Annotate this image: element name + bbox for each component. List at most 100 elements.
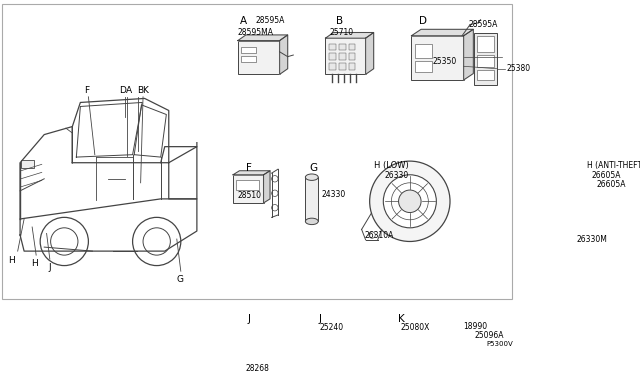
Text: F: F: [84, 86, 90, 95]
FancyBboxPatch shape: [243, 328, 273, 341]
Circle shape: [370, 161, 450, 241]
Text: B: B: [137, 86, 143, 95]
Bar: [330, 54, 336, 60]
Text: J: J: [49, 263, 51, 272]
Polygon shape: [326, 32, 374, 38]
Circle shape: [271, 176, 278, 182]
Circle shape: [383, 175, 436, 228]
Bar: [412, 36, 463, 80]
Bar: [474, 32, 497, 85]
Bar: [477, 36, 494, 52]
FancyBboxPatch shape: [243, 342, 273, 355]
Circle shape: [40, 217, 88, 266]
Text: D: D: [419, 16, 427, 26]
Polygon shape: [264, 171, 270, 203]
Bar: [305, 177, 318, 221]
Text: 25380: 25380: [506, 64, 531, 73]
Text: G: G: [177, 275, 184, 284]
Polygon shape: [238, 35, 288, 41]
Text: 26605A: 26605A: [591, 171, 621, 180]
Bar: [339, 44, 346, 50]
Bar: [236, 180, 259, 190]
Bar: [241, 47, 255, 54]
Ellipse shape: [340, 342, 353, 353]
Text: H (ANTI-THEFT): H (ANTI-THEFT): [587, 161, 640, 170]
Text: J: J: [318, 314, 321, 324]
Text: D: D: [120, 86, 126, 95]
Bar: [326, 38, 365, 74]
Text: 25710: 25710: [330, 28, 353, 37]
Bar: [415, 61, 431, 72]
Circle shape: [254, 313, 262, 321]
Circle shape: [143, 228, 170, 255]
Bar: [415, 44, 431, 58]
Polygon shape: [280, 35, 288, 74]
Text: 18990: 18990: [463, 322, 487, 331]
Text: 25350: 25350: [433, 57, 456, 66]
Text: H: H: [8, 256, 15, 265]
Circle shape: [51, 228, 78, 255]
Bar: [420, 347, 428, 372]
Text: 28268: 28268: [245, 363, 269, 372]
Bar: [330, 44, 336, 50]
Circle shape: [251, 310, 265, 324]
Text: 28595A: 28595A: [468, 20, 498, 29]
Bar: [349, 54, 355, 60]
Ellipse shape: [305, 174, 318, 180]
Text: G: G: [309, 163, 317, 173]
Text: 28595MA: 28595MA: [238, 28, 274, 37]
Text: 26310A: 26310A: [364, 231, 394, 240]
Text: J: J: [248, 314, 251, 324]
Polygon shape: [365, 32, 374, 74]
Bar: [468, 352, 488, 372]
Text: H (LOW): H (LOW): [374, 161, 408, 170]
Bar: [477, 70, 494, 80]
Bar: [330, 63, 336, 70]
Text: 26605A: 26605A: [596, 180, 626, 189]
Bar: [468, 327, 488, 349]
Circle shape: [271, 205, 278, 211]
Circle shape: [369, 232, 375, 238]
Bar: [349, 44, 355, 50]
Ellipse shape: [305, 218, 318, 225]
Text: H: H: [31, 259, 38, 268]
Text: 28595A: 28595A: [255, 16, 285, 25]
Text: 25096A: 25096A: [474, 331, 504, 340]
Polygon shape: [412, 29, 474, 36]
Polygon shape: [465, 315, 532, 322]
Bar: [238, 41, 280, 74]
Circle shape: [630, 173, 640, 241]
Text: 24330: 24330: [321, 190, 346, 199]
Bar: [233, 175, 264, 203]
Text: A: A: [240, 16, 247, 26]
FancyBboxPatch shape: [243, 356, 273, 368]
FancyBboxPatch shape: [234, 320, 282, 372]
Polygon shape: [233, 171, 270, 175]
Ellipse shape: [336, 337, 358, 358]
Text: 25080X: 25080X: [400, 323, 429, 333]
Text: 25240: 25240: [320, 323, 344, 333]
Bar: [477, 55, 494, 67]
Bar: [421, 315, 428, 328]
Text: B: B: [335, 16, 342, 26]
Text: 26330M: 26330M: [577, 235, 608, 244]
Circle shape: [399, 190, 421, 212]
Text: 26330: 26330: [384, 171, 408, 180]
Bar: [349, 63, 355, 70]
Bar: [241, 56, 255, 62]
Bar: [339, 54, 346, 60]
Bar: [21, 160, 34, 167]
Circle shape: [271, 190, 278, 196]
Polygon shape: [416, 328, 433, 347]
Text: P5300V: P5300V: [486, 341, 513, 347]
Text: K: K: [141, 86, 148, 95]
Bar: [339, 63, 346, 70]
Polygon shape: [463, 29, 474, 80]
Text: F: F: [246, 163, 252, 173]
Bar: [465, 322, 522, 372]
Polygon shape: [522, 315, 532, 372]
Circle shape: [132, 217, 181, 266]
Text: 28510: 28510: [237, 191, 261, 200]
Text: K: K: [399, 314, 405, 324]
Text: A: A: [125, 86, 132, 95]
